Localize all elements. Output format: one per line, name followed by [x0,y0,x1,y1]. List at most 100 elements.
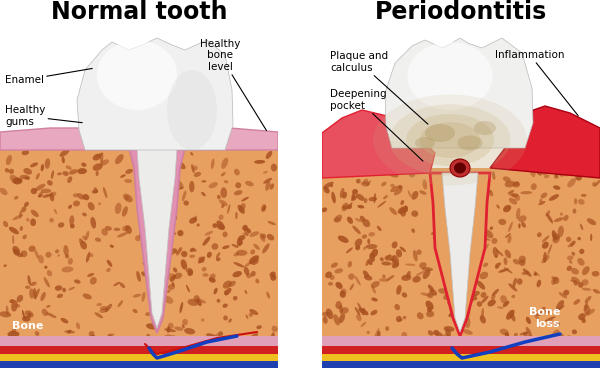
Ellipse shape [458,135,482,151]
Ellipse shape [176,250,181,255]
Ellipse shape [465,199,473,207]
Ellipse shape [417,312,424,319]
Ellipse shape [242,225,248,231]
Ellipse shape [339,314,345,323]
Ellipse shape [152,307,163,315]
Ellipse shape [365,259,370,266]
Ellipse shape [172,164,178,169]
Ellipse shape [62,338,68,342]
Ellipse shape [388,172,398,177]
Ellipse shape [523,332,527,336]
Ellipse shape [114,228,120,231]
Ellipse shape [592,182,596,187]
Ellipse shape [481,292,487,298]
Ellipse shape [530,166,536,177]
Ellipse shape [212,223,217,228]
Ellipse shape [552,230,557,241]
Ellipse shape [202,267,206,272]
Ellipse shape [151,297,156,304]
Ellipse shape [523,268,532,277]
Ellipse shape [350,173,353,177]
Ellipse shape [571,277,580,284]
Ellipse shape [330,168,335,173]
Ellipse shape [91,358,96,363]
Ellipse shape [346,247,353,253]
Ellipse shape [340,289,347,294]
Ellipse shape [50,192,54,201]
Ellipse shape [574,280,578,286]
Ellipse shape [356,179,361,184]
Ellipse shape [229,281,236,287]
Ellipse shape [468,218,475,222]
Ellipse shape [100,306,109,310]
Ellipse shape [196,298,206,303]
Ellipse shape [262,243,269,254]
Ellipse shape [462,295,467,300]
Bar [278,0,322,368]
Ellipse shape [98,202,101,205]
Ellipse shape [355,245,360,250]
Ellipse shape [371,298,378,301]
Ellipse shape [542,172,547,175]
Ellipse shape [508,283,517,291]
Ellipse shape [366,244,377,249]
Ellipse shape [25,310,34,318]
Ellipse shape [584,301,588,311]
Ellipse shape [266,151,272,159]
Ellipse shape [503,205,511,212]
Ellipse shape [92,163,103,171]
Ellipse shape [518,223,521,229]
Ellipse shape [142,292,145,302]
Ellipse shape [234,190,242,195]
Ellipse shape [400,247,406,252]
Ellipse shape [585,309,595,316]
Ellipse shape [347,204,352,209]
Ellipse shape [68,287,75,290]
Ellipse shape [212,243,218,250]
Ellipse shape [256,279,259,283]
Ellipse shape [223,231,227,237]
Ellipse shape [504,267,512,273]
Ellipse shape [269,272,275,277]
Ellipse shape [137,348,140,351]
Ellipse shape [136,271,141,282]
Ellipse shape [168,284,175,290]
Ellipse shape [262,360,265,364]
Ellipse shape [472,291,480,296]
Ellipse shape [83,293,92,299]
Ellipse shape [467,299,475,303]
Ellipse shape [69,215,74,225]
Ellipse shape [154,342,163,349]
Ellipse shape [11,328,16,333]
Ellipse shape [55,249,59,254]
Ellipse shape [437,212,441,218]
Ellipse shape [512,181,520,187]
Ellipse shape [545,210,550,216]
Ellipse shape [441,334,449,340]
Ellipse shape [209,273,215,280]
Ellipse shape [549,346,554,354]
Ellipse shape [322,208,327,212]
Ellipse shape [479,315,486,323]
Ellipse shape [545,309,550,314]
Ellipse shape [107,335,115,341]
Ellipse shape [244,262,251,268]
Ellipse shape [75,346,80,352]
Ellipse shape [250,250,255,255]
Polygon shape [385,38,533,148]
Ellipse shape [271,164,277,171]
Ellipse shape [364,275,372,280]
Ellipse shape [537,360,540,364]
Ellipse shape [544,174,550,178]
Ellipse shape [452,243,459,253]
Ellipse shape [87,273,94,277]
Ellipse shape [546,213,553,223]
Ellipse shape [443,291,454,300]
Ellipse shape [59,149,70,157]
Ellipse shape [20,175,30,180]
Ellipse shape [578,282,584,288]
Ellipse shape [173,249,178,254]
Bar [322,168,600,368]
Ellipse shape [110,245,114,248]
Ellipse shape [556,300,564,310]
